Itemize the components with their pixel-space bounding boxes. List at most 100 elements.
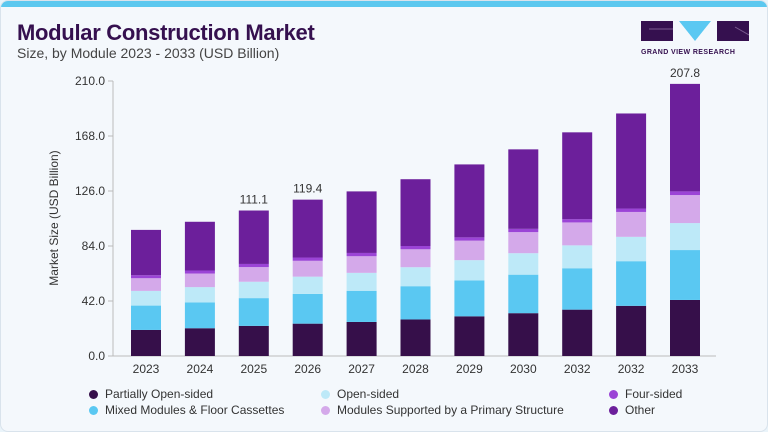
bar-segment-partially-open-sided bbox=[238, 325, 269, 356]
x-tick-label: 2026 bbox=[294, 362, 321, 376]
x-tick-label: 2025 bbox=[240, 362, 267, 376]
bar-segment-modules-supported-by-a-primary-structure bbox=[238, 267, 269, 282]
bar-segment-mixed-modules-floor-cassettes bbox=[400, 286, 431, 320]
bar-segment-modules-supported-by-a-primary-structure bbox=[184, 273, 215, 288]
legend-item: Partially Open-sided bbox=[89, 387, 213, 401]
legend-swatch-icon bbox=[321, 389, 330, 399]
bar-segment-mixed-modules-floor-cassettes bbox=[562, 268, 593, 310]
bar-segment-other bbox=[508, 149, 539, 229]
bar-segment-partially-open-sided bbox=[616, 305, 647, 356]
x-tick-label: 2028 bbox=[402, 362, 429, 376]
bar-segment-four-sided bbox=[131, 275, 161, 279]
bar-segment-partially-open-sided bbox=[400, 319, 431, 356]
bar-segment-modules-supported-by-a-primary-structure bbox=[616, 211, 647, 237]
grand-view-research-logo: GRAND VIEW RESEARCH bbox=[641, 21, 750, 56]
bar-segment-modules-supported-by-a-primary-structure bbox=[131, 278, 161, 291]
bar-segment-partially-open-sided bbox=[454, 316, 485, 356]
x-tick-label: 2032 bbox=[564, 362, 591, 376]
y-tick-label: 126.0 bbox=[75, 184, 105, 198]
x-tick-label: 2032 bbox=[618, 362, 645, 376]
bar-segment-other bbox=[616, 113, 647, 209]
y-tick-label: 84.0 bbox=[82, 239, 106, 253]
bar-segment-four-sided bbox=[508, 228, 539, 233]
x-tick-label: 2029 bbox=[456, 362, 483, 376]
legend-item: Modules Supported by a Primary Structure bbox=[321, 403, 564, 417]
bar-segment-mixed-modules-floor-cassettes bbox=[292, 293, 323, 324]
bar-segment-four-sided bbox=[670, 191, 700, 196]
bar-segment-mixed-modules-floor-cassettes bbox=[508, 274, 539, 314]
top-accent-strip bbox=[1, 1, 767, 7]
x-tick-label: 2024 bbox=[187, 362, 214, 376]
bar-segment-mixed-modules-floor-cassettes bbox=[238, 298, 269, 326]
bar-segment-modules-supported-by-a-primary-structure bbox=[292, 260, 323, 277]
chart-subtitle: Size, by Module 2023 - 2033 (USD Billion… bbox=[17, 45, 280, 61]
legend-label: Partially Open-sided bbox=[105, 387, 214, 401]
bar-segment-open-sided bbox=[508, 253, 539, 275]
bar-segment-mixed-modules-floor-cassettes bbox=[184, 302, 215, 329]
bar-segment-mixed-modules-floor-cassettes bbox=[131, 305, 161, 330]
bar-segment-partially-open-sided bbox=[184, 328, 215, 356]
legend-label: Open-sided bbox=[337, 387, 400, 401]
bar-segment-open-sided bbox=[670, 223, 700, 251]
legend-swatch-icon bbox=[609, 405, 618, 415]
bar-segment-mixed-modules-floor-cassettes bbox=[454, 280, 485, 317]
bar-segment-four-sided bbox=[454, 237, 485, 241]
bar-segment-partially-open-sided bbox=[131, 329, 161, 356]
x-tick-label: 2030 bbox=[510, 362, 537, 376]
bar-segment-open-sided bbox=[400, 267, 431, 287]
bar-segment-four-sided bbox=[346, 252, 377, 257]
x-tick-label: 2027 bbox=[348, 362, 375, 376]
bar-segment-open-sided bbox=[616, 236, 647, 262]
bar-segment-open-sided bbox=[454, 260, 485, 281]
bar-segment-other bbox=[454, 164, 485, 238]
bar-segment-modules-supported-by-a-primary-structure bbox=[562, 222, 593, 246]
bar-segment-open-sided bbox=[346, 272, 377, 291]
x-tick-label: 2023 bbox=[133, 362, 160, 376]
legend-label: Four-sided bbox=[625, 387, 683, 401]
y-tick-label: 210.0 bbox=[75, 74, 105, 88]
data-label: 207.8 bbox=[670, 66, 700, 80]
bar-segment-partially-open-sided bbox=[670, 299, 700, 356]
legend-item: Mixed Modules & Floor Cassettes bbox=[89, 403, 284, 417]
legend-item: Other bbox=[609, 403, 655, 417]
bar-segment-four-sided bbox=[616, 208, 647, 212]
bar-segment-four-sided bbox=[292, 257, 323, 261]
bar-segment-modules-supported-by-a-primary-structure bbox=[400, 249, 431, 268]
bar-segment-partially-open-sided bbox=[562, 309, 593, 356]
bar-segment-modules-supported-by-a-primary-structure bbox=[508, 232, 539, 254]
bar-segment-four-sided bbox=[238, 263, 269, 268]
legend-item: Four-sided bbox=[609, 387, 682, 401]
bar-segment-other bbox=[292, 199, 323, 258]
data-label: 119.4 bbox=[293, 182, 322, 196]
logo-text: GRAND VIEW RESEARCH bbox=[641, 49, 736, 56]
legend-swatch-icon bbox=[89, 405, 98, 415]
bar-segment-four-sided bbox=[562, 219, 593, 223]
legend-swatch-icon bbox=[89, 389, 98, 399]
bar-segment-other bbox=[346, 191, 377, 253]
bar-segment-partially-open-sided bbox=[346, 321, 377, 356]
bar-segment-mixed-modules-floor-cassettes bbox=[616, 261, 647, 306]
bar-segment-other bbox=[238, 210, 269, 264]
bar-segment-four-sided bbox=[184, 270, 215, 274]
bar-segment-partially-open-sided bbox=[508, 313, 539, 356]
bar-segment-four-sided bbox=[400, 246, 431, 250]
legend-label: Modules Supported by a Primary Structure bbox=[337, 403, 564, 417]
legend-label: Other bbox=[625, 403, 656, 417]
y-tick-label: 0.0 bbox=[88, 349, 105, 363]
bar-segment-modules-supported-by-a-primary-structure bbox=[670, 195, 700, 224]
bar-segment-open-sided bbox=[292, 276, 323, 294]
bar-segment-other bbox=[400, 179, 431, 246]
logo-mark-icon bbox=[641, 21, 750, 41]
data-label: 111.1 bbox=[240, 193, 269, 207]
y-tick-label: 42.0 bbox=[82, 294, 106, 308]
x-tick-label: 2033 bbox=[672, 362, 699, 376]
bar-segment-other bbox=[184, 221, 215, 271]
y-axis-label: Market Size (USD Billion) bbox=[47, 150, 61, 285]
legend-swatch-icon bbox=[609, 389, 618, 399]
legend-label: Mixed Modules & Floor Cassettes bbox=[105, 403, 285, 417]
bar-segment-partially-open-sided bbox=[292, 323, 323, 356]
bar-segment-open-sided bbox=[562, 245, 593, 269]
legend-swatch-icon bbox=[321, 405, 330, 415]
